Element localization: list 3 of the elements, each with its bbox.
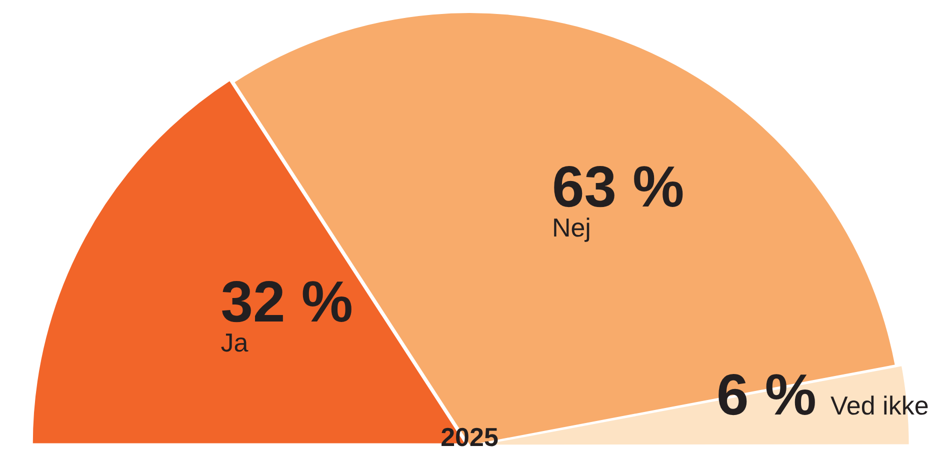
slice-label: Nej bbox=[552, 212, 591, 243]
slice-label: Ved ikke bbox=[830, 390, 929, 420]
data-label: 6 % bbox=[716, 362, 816, 428]
